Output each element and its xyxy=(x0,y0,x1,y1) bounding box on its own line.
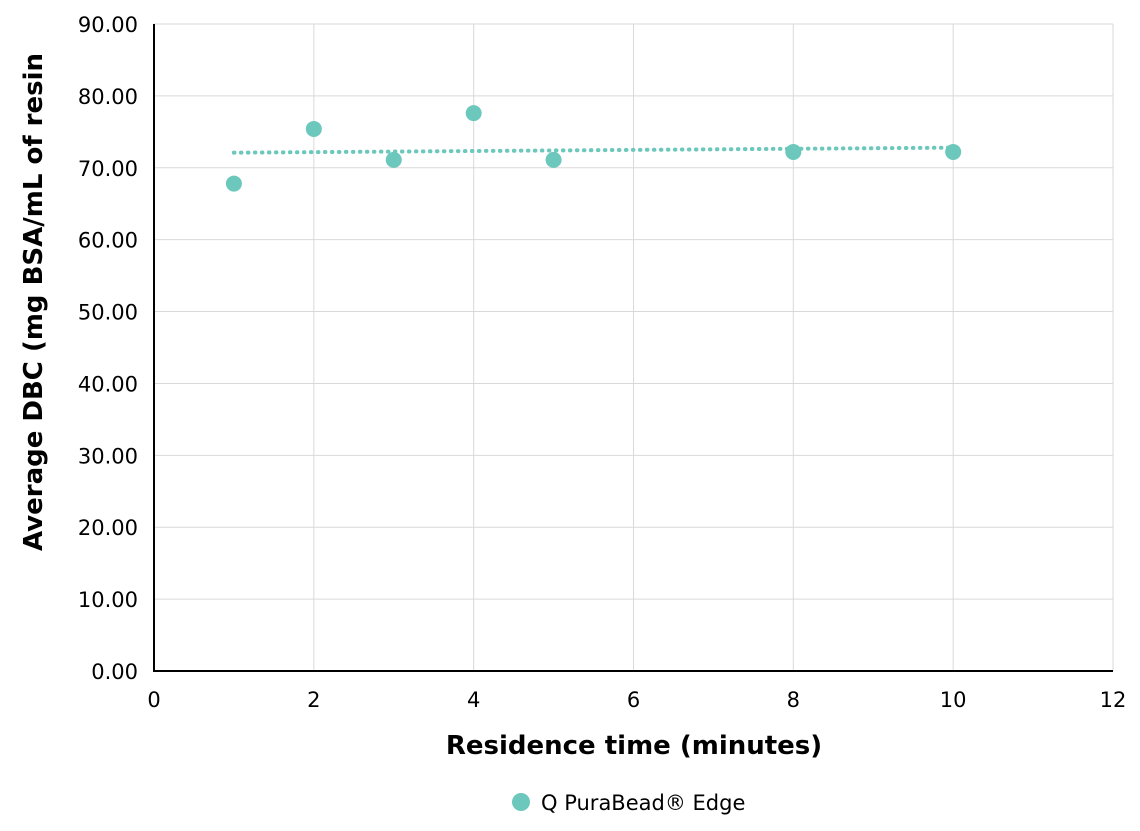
y-tick-label: 0.00 xyxy=(91,660,138,684)
data-point xyxy=(385,151,402,168)
y-tick-label: 10.00 xyxy=(78,588,138,612)
y-tick-label: 60.00 xyxy=(78,229,138,253)
y-tick-label: 40.00 xyxy=(78,372,138,396)
y-tick-label: 70.00 xyxy=(78,157,138,181)
data-point xyxy=(545,151,562,168)
x-tick-label: 0 xyxy=(147,688,160,712)
y-tick-label: 90.00 xyxy=(78,13,138,37)
y-tick-label: 30.00 xyxy=(78,444,138,468)
x-axis-title: Residence time (minutes) xyxy=(446,731,822,761)
trendline xyxy=(231,145,956,155)
data-point xyxy=(305,120,322,137)
gridlines xyxy=(154,23,1114,671)
x-tick-label: 10 xyxy=(940,688,967,712)
y-axis-title: Average DBC (mg BSA/mL of resin xyxy=(19,53,49,551)
legend-marker-q-purabead-edge xyxy=(512,793,530,811)
y-tick-label: 50.00 xyxy=(78,301,138,325)
data-point xyxy=(465,105,482,122)
x-tick-label: 12 xyxy=(1100,688,1127,712)
data-point xyxy=(785,143,802,160)
y-tick-label: 20.00 xyxy=(78,516,138,540)
legend: Q PuraBead® Edge xyxy=(512,791,745,815)
x-tick-label: 6 xyxy=(627,688,640,712)
axes xyxy=(153,24,1113,672)
x-tick-label: 8 xyxy=(787,688,800,712)
tick-labels: 0.00 10.00 20.00 30.00 40.00 50.00 60.00 70.00 8… xyxy=(78,13,1126,712)
trendlines xyxy=(231,145,956,155)
x-tick-label: 2 xyxy=(307,688,320,712)
data-point xyxy=(945,143,962,160)
x-tick-label: 4 xyxy=(467,688,480,712)
legend-label-q-purabead-edge: Q PuraBead® Edge xyxy=(541,791,745,815)
data-point xyxy=(225,175,242,192)
data-points xyxy=(225,105,962,192)
y-tick-label: 80.00 xyxy=(78,85,138,109)
